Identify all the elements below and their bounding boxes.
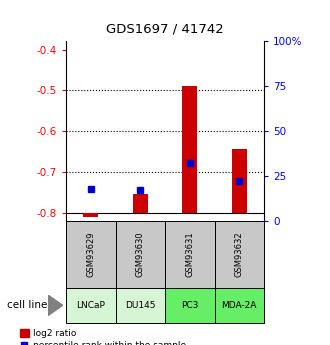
Bar	[83, 213, 98, 217]
Text: GSM93631: GSM93631	[185, 231, 194, 277]
Bar	[232, 149, 247, 213]
Text: cell line: cell line	[7, 300, 47, 310]
Text: PC3: PC3	[181, 301, 198, 310]
Bar	[133, 194, 148, 213]
Bar	[115, 288, 165, 323]
Bar	[66, 221, 115, 288]
Legend: log2 ratio, percentile rank within the sample: log2 ratio, percentile rank within the s…	[18, 327, 188, 345]
Text: GSM93632: GSM93632	[235, 231, 244, 277]
Bar	[214, 288, 264, 323]
Text: LNCaP: LNCaP	[76, 301, 105, 310]
Bar	[182, 86, 197, 213]
Bar	[165, 221, 214, 288]
Text: DU145: DU145	[125, 301, 155, 310]
Text: MDA-2A: MDA-2A	[221, 301, 257, 310]
Bar	[115, 221, 165, 288]
Bar	[165, 288, 214, 323]
Text: GSM93629: GSM93629	[86, 232, 95, 277]
Polygon shape	[48, 295, 63, 316]
Text: GDS1697 / 41742: GDS1697 / 41742	[106, 22, 224, 36]
Bar	[66, 288, 115, 323]
Bar	[214, 221, 264, 288]
Text: GSM93630: GSM93630	[136, 231, 145, 277]
